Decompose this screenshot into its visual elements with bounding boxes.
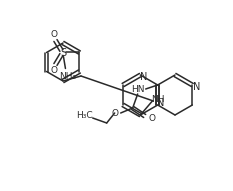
Text: NH₂: NH₂ [59, 72, 76, 81]
Text: N: N [140, 72, 147, 82]
Text: O: O [51, 30, 58, 39]
Text: N: N [193, 82, 200, 92]
Text: NH: NH [152, 95, 165, 104]
Text: N: N [157, 98, 164, 108]
Text: O: O [51, 66, 58, 75]
Text: O: O [148, 114, 155, 124]
Text: S: S [60, 48, 66, 57]
Text: HN: HN [131, 86, 144, 95]
Text: H₃C: H₃C [76, 112, 93, 121]
Text: O: O [111, 109, 118, 118]
